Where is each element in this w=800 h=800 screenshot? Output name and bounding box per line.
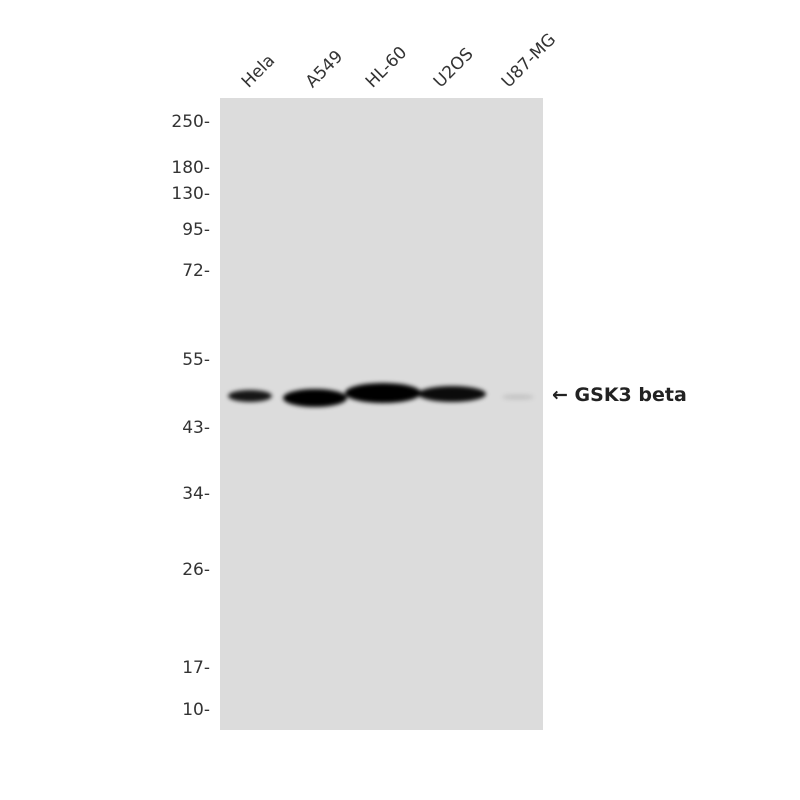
- membrane-background: [220, 98, 543, 730]
- arrow-left-icon: ←: [552, 384, 568, 406]
- protein-band: [418, 386, 486, 402]
- mw-marker: 34-: [182, 484, 210, 504]
- mw-marker: 10-: [182, 700, 210, 720]
- mw-marker: 43-: [182, 418, 210, 438]
- mw-marker: 72-: [182, 261, 210, 281]
- mw-marker: 130-: [171, 184, 210, 204]
- protein-name: GSK3 beta: [574, 384, 687, 406]
- mw-marker: 55-: [182, 350, 210, 370]
- protein-band: [283, 389, 347, 407]
- protein-band: [345, 383, 421, 403]
- mw-marker: 26-: [182, 560, 210, 580]
- mw-marker: 17-: [182, 658, 210, 678]
- target-label: ← GSK3 beta: [552, 384, 687, 406]
- mw-marker: 180-: [171, 158, 210, 178]
- protein-band: [228, 390, 272, 402]
- mw-marker: 250-: [171, 112, 210, 132]
- mw-marker: 95-: [182, 220, 210, 240]
- protein-band: [502, 394, 534, 400]
